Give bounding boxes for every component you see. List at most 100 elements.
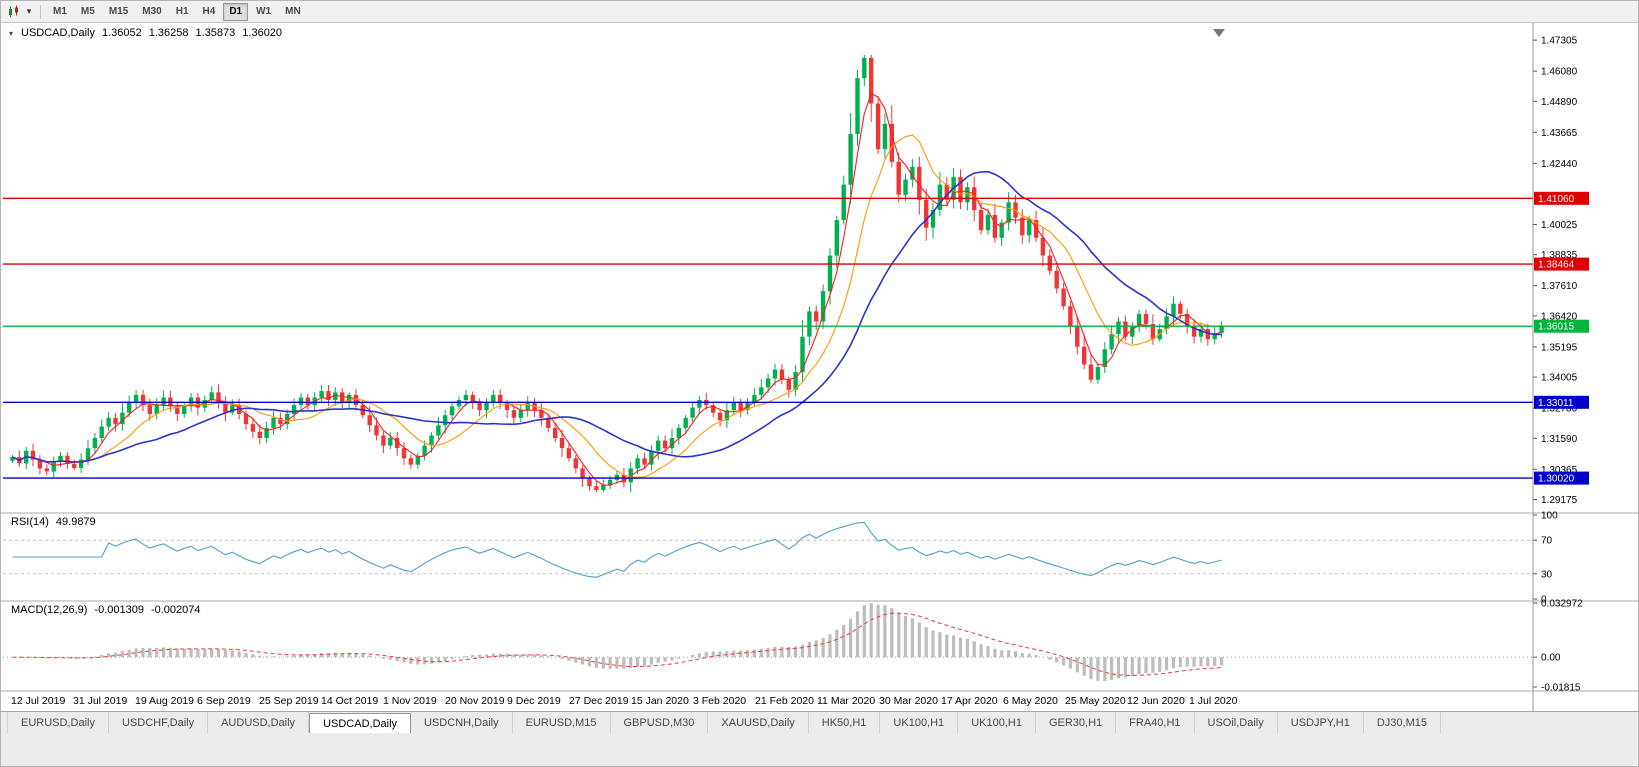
chart-tab-uk100-h1[interactable]: UK100,H1 (880, 712, 959, 733)
candle-body (113, 417, 118, 425)
candle-body (580, 468, 585, 479)
candle-body (587, 478, 592, 487)
candle-body (978, 210, 984, 231)
candle-body (924, 199, 929, 228)
candle-body (1150, 324, 1156, 340)
candle-body (1143, 313, 1149, 324)
date-label: 20 Nov 2019 (445, 695, 505, 707)
candle-body (807, 311, 812, 337)
timeframe-toolbar: ▾ M1 M5 M15 M30 H1 H4 D1 W1 MN (1, 1, 1638, 23)
candle-body (635, 458, 640, 469)
candle-body (669, 438, 675, 449)
chart-area[interactable]: 1.47305 1.46080 1.44890 1.43665 1.42440 1.400… (1, 23, 1638, 711)
candle-body (264, 427, 269, 438)
ma-line-4 (12, 92, 1222, 486)
candle-body (1219, 326, 1224, 333)
chart-tab-xauusd-daily[interactable]: XAUUSD,Daily (708, 712, 809, 733)
timeframe-button-h1[interactable]: H1 (170, 3, 195, 21)
timeframe-button-d1[interactable]: D1 (223, 2, 249, 21)
timeframe-button-m5[interactable]: M5 (75, 3, 101, 21)
candle-body (697, 400, 702, 408)
candle-body (566, 448, 572, 459)
toolbar-separator (40, 4, 41, 19)
price-badge (1534, 395, 1589, 409)
candle-body (958, 177, 963, 203)
dropdown-caret-icon[interactable]: ▾ (26, 6, 32, 16)
date-label: 14 Oct 2019 (321, 695, 378, 707)
candle-body (1033, 220, 1039, 238)
chart-tab-eurusd-daily[interactable]: EURUSD,Daily (7, 712, 109, 733)
candle-body (127, 402, 132, 413)
chart-tab-uk100-h1[interactable]: UK100,H1 (958, 712, 1036, 733)
price-tick-label: 1.32780 (1541, 404, 1578, 415)
price-tick-label: 1.44890 (1541, 97, 1578, 108)
date-label: 6 May 2020 (1003, 695, 1058, 707)
timeframe-button-m15[interactable]: M15 (103, 3, 134, 21)
candle-body (690, 407, 695, 418)
candle-body (1082, 346, 1087, 365)
timeframe-button-h4[interactable]: H4 (197, 3, 222, 21)
candle-body (601, 484, 606, 490)
date-label: 25 May 2020 (1065, 695, 1126, 707)
candle-body (477, 402, 482, 411)
candle-body (965, 187, 970, 203)
chart-tab-fra40-h1[interactable]: FRA40,H1 (1116, 712, 1195, 733)
candle-body (848, 134, 853, 185)
price-badge (1534, 319, 1589, 333)
price-chart-canvas[interactable]: 1.47305 1.46080 1.44890 1.43665 1.42440 1.400… (1, 23, 1639, 711)
date-label: 1 Jul 2020 (1189, 695, 1238, 707)
candle-body (72, 463, 77, 468)
date-label: 3 Feb 2020 (693, 695, 746, 707)
candle-body (724, 410, 730, 421)
date-label: 30 Mar 2020 (879, 695, 938, 707)
candle-body (1212, 332, 1217, 340)
price-badge-label: 1.38464 (1538, 260, 1575, 271)
candle-body (910, 166, 915, 180)
candle-body (367, 415, 372, 426)
chart-tab-usdchf-daily[interactable]: USDCHF,Daily (109, 712, 209, 733)
timeframe-button-w1[interactable]: W1 (250, 3, 277, 21)
chart-tab-ger30-h1[interactable]: GER30,H1 (1036, 712, 1117, 733)
chart-tab-gbpusd-m30[interactable]: GBPUSD,M30 (611, 712, 709, 733)
chart-tab-eurusd-m15[interactable]: EURUSD,M15 (513, 712, 611, 733)
candle-body (202, 400, 207, 408)
candle-body (463, 394, 469, 400)
candle-body (381, 435, 386, 446)
candle-body (298, 397, 304, 406)
close-value: 1.36020 (242, 27, 283, 39)
date-label: 21 Feb 2020 (755, 695, 814, 707)
symbol-caret-icon[interactable]: ▾ (9, 28, 14, 38)
candle-body (498, 394, 503, 403)
candle-body (491, 394, 496, 403)
candle-body (257, 431, 262, 438)
candle-body (1130, 326, 1135, 337)
timeframe-button-mn[interactable]: MN (279, 3, 307, 21)
chart-tab-hk50-h1[interactable]: HK50,H1 (809, 712, 881, 733)
chart-tab-usdjpy-h1[interactable]: USDJPY,H1 (1278, 712, 1364, 733)
candle-body (875, 103, 881, 150)
rsi-name: RSI(14) (11, 516, 49, 528)
chart-tab-dj30-m15[interactable]: DJ30,M15 (1364, 712, 1441, 733)
candle-body (656, 440, 661, 451)
candle-body (1047, 255, 1052, 271)
chart-tab-usoil-daily[interactable]: USOil,Daily (1195, 712, 1278, 733)
price-tick-label: 1.40025 (1541, 220, 1578, 231)
candle-body (1116, 321, 1121, 335)
candle-body (1185, 313, 1190, 327)
chart-tab-usdcnh-daily[interactable]: USDCNH,Daily (411, 712, 513, 733)
candle-body (896, 161, 901, 195)
price-tick-label: 1.35195 (1541, 342, 1578, 353)
timeframe-button-m30[interactable]: M30 (136, 3, 167, 21)
rsi-value: 49.9879 (55, 516, 96, 528)
candle-body (1020, 217, 1025, 236)
chart-tab-audusd-daily[interactable]: AUDUSD,Daily (208, 712, 310, 733)
candlestick-chart-icon[interactable] (5, 3, 23, 21)
candle-body (759, 387, 764, 395)
candle-body (827, 255, 833, 292)
candle-body (628, 468, 633, 483)
chart-tab-usdcad-daily[interactable]: USDCAD,Daily (309, 713, 412, 733)
chart-shift-marker[interactable] (1213, 29, 1225, 37)
date-label: 11 Mar 2020 (817, 695, 875, 707)
timeframe-button-m1[interactable]: M1 (47, 3, 73, 21)
chart-tabs-bar: EURUSD,Daily USDCHF,Daily AUDUSD,Daily USDC… (1, 711, 1638, 733)
